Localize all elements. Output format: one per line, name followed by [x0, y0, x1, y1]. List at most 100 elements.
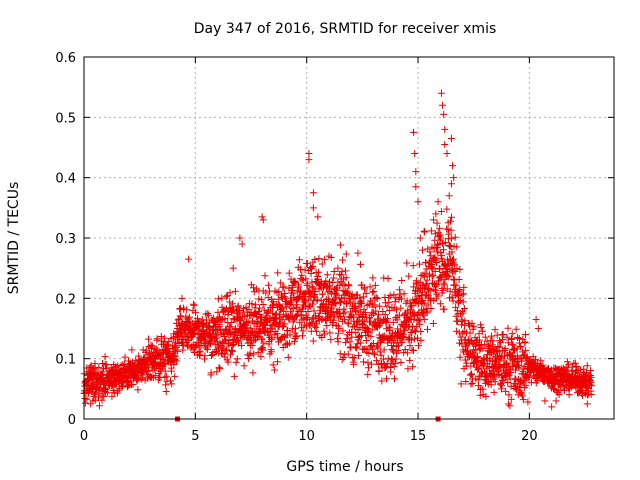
data-point — [436, 224, 444, 232]
data-point — [457, 380, 465, 388]
data-point — [436, 300, 444, 308]
data-point — [453, 265, 461, 273]
data-point — [195, 318, 203, 326]
data-point — [310, 307, 318, 315]
data-point — [195, 351, 203, 359]
data-point — [482, 392, 490, 400]
data-point — [218, 294, 226, 302]
data-point — [367, 360, 375, 368]
data-point — [214, 295, 222, 303]
data-point — [221, 306, 229, 314]
data-point — [183, 306, 191, 314]
data-point — [167, 377, 175, 385]
data-point — [417, 336, 425, 344]
data-point — [534, 325, 542, 332]
data-point — [280, 307, 288, 315]
axis-ticks: 0 0.1 0.2 0.3 0.4 0.5 0.6 0 5 10 15 20 — [55, 51, 614, 444]
data-point — [389, 318, 397, 326]
data-point — [230, 332, 238, 340]
data-point — [339, 327, 347, 335]
x-tick-label: 15 — [410, 429, 427, 444]
data-point — [280, 332, 288, 340]
data-point — [473, 354, 481, 362]
y-tick-label: 0.6 — [55, 51, 76, 66]
data-point — [299, 327, 307, 335]
data-point — [215, 363, 223, 371]
data-point — [496, 337, 504, 345]
data-point — [396, 286, 404, 294]
data-point — [361, 285, 369, 293]
y-tick-label: 0.2 — [55, 292, 76, 307]
data-point — [191, 343, 199, 351]
data-point — [228, 347, 236, 355]
data-point — [135, 352, 143, 360]
data-point — [405, 272, 413, 280]
data-point — [171, 352, 179, 360]
data-point — [204, 309, 212, 317]
data-point — [178, 332, 186, 340]
data-point — [95, 363, 103, 371]
data-point — [367, 332, 375, 340]
data-point — [440, 246, 448, 254]
data-point — [571, 359, 579, 367]
data-point — [397, 304, 405, 312]
data-point — [476, 391, 484, 399]
data-point — [311, 256, 319, 264]
data-point — [444, 272, 452, 280]
data-point — [448, 266, 456, 274]
data-point — [517, 343, 525, 351]
x-tick-label: 5 — [191, 429, 199, 444]
data-point — [81, 399, 89, 407]
data-point — [411, 150, 419, 158]
data-point — [291, 277, 299, 285]
data-point — [351, 295, 359, 303]
data-point — [409, 262, 417, 270]
data-point — [462, 377, 470, 385]
data-point — [334, 329, 342, 337]
data-point — [415, 284, 423, 292]
data-point — [280, 283, 288, 291]
data-point — [364, 359, 372, 367]
data-point — [474, 382, 482, 390]
data-point — [309, 204, 317, 212]
data-point — [285, 269, 293, 277]
data-point — [518, 392, 526, 400]
data-point — [133, 376, 141, 384]
data-point — [290, 305, 298, 313]
data-point — [274, 269, 282, 277]
data-point — [436, 273, 444, 281]
data-point — [342, 338, 350, 346]
data-point — [243, 335, 251, 343]
data-point — [296, 287, 304, 295]
data-point — [412, 277, 420, 285]
data-point — [132, 356, 140, 364]
data-point — [587, 367, 595, 375]
data-point — [299, 332, 307, 340]
data-point — [321, 330, 329, 338]
data-point — [426, 287, 434, 295]
data-point — [381, 311, 389, 319]
data-point — [228, 341, 236, 349]
data-point — [563, 358, 571, 366]
data-point — [174, 316, 182, 324]
data-point — [568, 363, 576, 371]
data-point — [291, 324, 299, 332]
data-point — [102, 385, 110, 393]
data-point — [143, 368, 151, 376]
data-point — [194, 325, 202, 333]
data-point — [423, 276, 431, 284]
data-point — [520, 362, 528, 370]
data-point — [262, 289, 270, 297]
data-point — [172, 343, 180, 351]
data-point — [304, 280, 312, 288]
data-point — [508, 340, 516, 348]
data-point — [455, 287, 463, 295]
data-point — [418, 246, 426, 254]
data-point — [226, 298, 234, 306]
data-point — [522, 330, 530, 338]
data-point — [248, 300, 256, 308]
data-point — [435, 277, 443, 285]
data-point — [162, 381, 170, 389]
data-point — [264, 294, 272, 302]
data-point — [278, 316, 286, 324]
